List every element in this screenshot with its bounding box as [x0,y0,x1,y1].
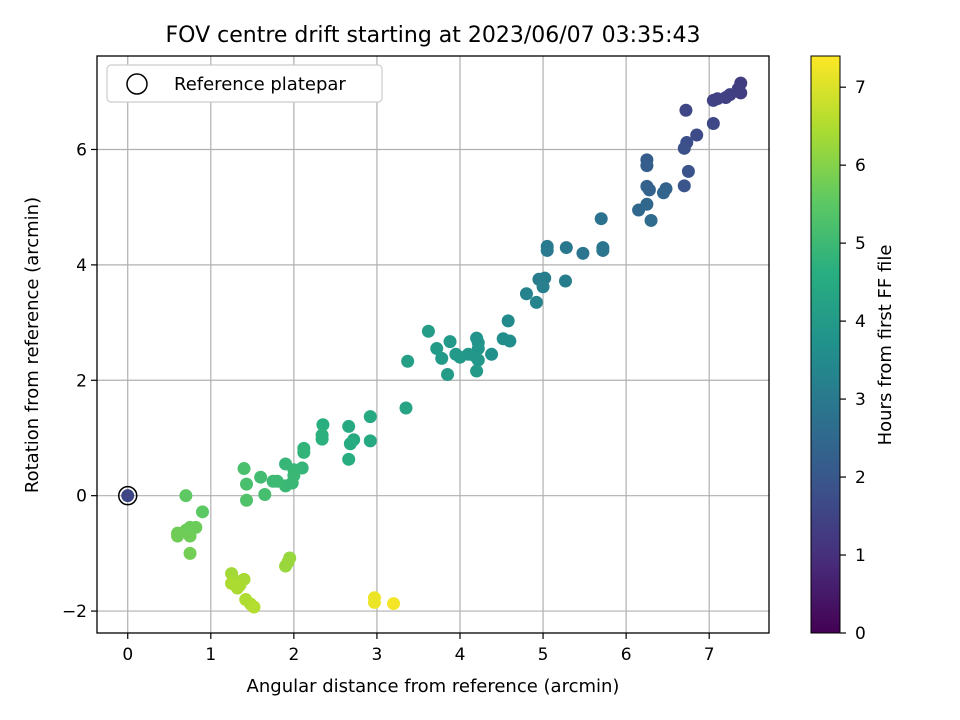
data-point [121,489,135,503]
data-point [179,489,193,503]
data-point [677,179,691,193]
data-point [679,103,693,117]
colorbar-tick-label: 1 [855,546,866,566]
data-point [501,314,515,328]
data-point [519,287,533,301]
data-point [596,243,610,257]
data-point [258,488,272,502]
colorbar-label: Hours from first FF file [875,245,896,446]
data-point [640,159,654,173]
x-tick-label: 0 [122,645,133,665]
colorbar-tick-label: 4 [855,312,866,332]
colorbar-tick-label: 7 [855,78,866,98]
data-point [435,351,449,365]
data-point [240,477,254,491]
colorbar-tick-label: 3 [855,390,866,410]
data-point [297,445,311,459]
data-point [342,419,356,433]
data-point [240,493,254,507]
data-point [642,183,656,197]
data-point [443,335,457,349]
data-point [343,437,357,451]
data-point [367,595,381,609]
legend: Reference platepar [106,64,383,103]
data-point [171,529,185,543]
colorbar-ticks: 0 1 2 3 4 5 6 7 [840,78,866,644]
data-point [401,354,415,368]
x-tick-label: 7 [704,645,715,665]
data-point [690,128,704,142]
colorbar-tick-label: 6 [855,156,866,176]
chart-title: FOV centre drift starting at 2023/06/07 … [166,23,701,48]
colorbar-tick-label: 2 [855,468,866,488]
data-point [399,401,413,415]
data-point [681,164,695,178]
data-point [594,212,608,226]
data-point [529,295,543,309]
data-point [230,581,244,595]
data-point [706,117,720,131]
data-point [559,241,573,255]
data-point [247,600,261,614]
data-point [254,470,268,484]
data-point [471,353,485,367]
x-tick-label: 6 [621,645,632,665]
y-tick-label: −2 [62,602,87,622]
data-point [316,418,330,432]
x-tick-label: 2 [288,645,299,665]
data-point [734,86,748,100]
data-point [540,243,554,257]
data-point [266,474,280,488]
data-point [657,186,671,200]
data-point [183,529,197,543]
plot-frame [96,55,770,634]
data-point [315,432,329,446]
data-point [576,246,590,260]
grid [97,56,769,633]
data-point [183,546,197,560]
data-point [632,203,646,217]
legend-box [106,64,383,103]
data-point [237,462,251,476]
x-tick-label: 3 [372,645,383,665]
data-point [279,457,293,471]
data-point [363,434,377,448]
y-tick-label: 2 [76,371,87,391]
data-point [195,505,209,519]
colorbar-tick-label: 5 [855,234,866,254]
x-tick-label: 5 [538,645,549,665]
y-axis-ticks: −2 0 2 4 6 [62,140,97,622]
data-point [470,364,484,378]
data-point [279,559,293,573]
data-point [421,324,435,338]
data-point [485,347,499,361]
data-point [536,280,550,294]
data-point [342,452,356,466]
colorbar-tick-label: 0 [855,624,866,644]
x-tick-label: 1 [205,645,216,665]
legend-marker-icon [126,73,148,95]
scatter-points [121,76,748,614]
data-point [496,332,510,346]
x-axis-ticks: 0 1 2 3 4 5 6 7 [122,633,715,665]
x-tick-label: 4 [455,645,466,665]
data-point [644,213,658,227]
colorbar [810,55,841,634]
reference-platepar-marker [117,485,138,506]
y-tick-label: 0 [76,487,87,507]
data-point [430,342,444,356]
data-point [441,368,455,382]
data-point [706,93,720,107]
y-axis-label: Rotation from reference (arcmin) [22,197,43,493]
x-axis-label: Angular distance from reference (arcmin) [247,676,620,697]
y-tick-label: 6 [76,140,87,160]
data-point [387,597,401,611]
data-point [677,141,691,155]
data-point [449,347,463,361]
data-point [558,274,572,288]
data-point [363,410,377,424]
legend-label: Reference platepar [174,74,346,95]
y-tick-label: 4 [76,256,87,276]
